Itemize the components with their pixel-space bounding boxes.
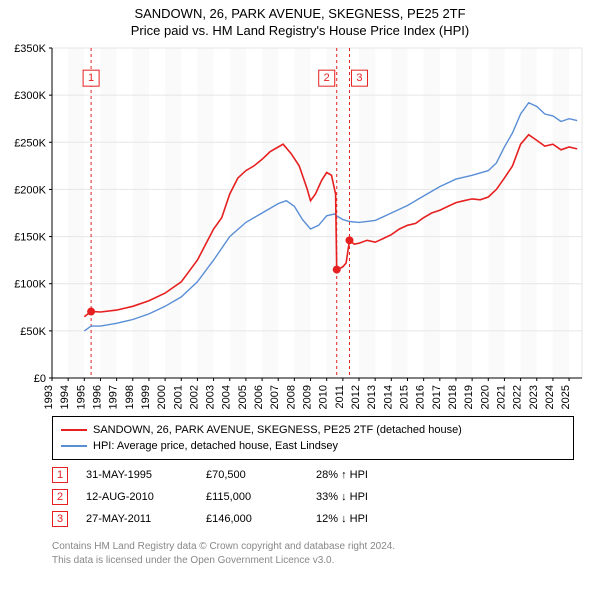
svg-text:2000: 2000 xyxy=(156,385,168,409)
svg-text:2007: 2007 xyxy=(269,385,281,409)
legend-item: SANDOWN, 26, PARK AVENUE, SKEGNESS, PE25… xyxy=(61,422,565,438)
sale-marker-badge: 1 xyxy=(52,467,68,483)
svg-text:2011: 2011 xyxy=(334,385,346,409)
sale-hpi-diff: 33% ↓ HPI xyxy=(316,491,426,503)
svg-text:£50K: £50K xyxy=(20,326,46,338)
legend-label: SANDOWN, 26, PARK AVENUE, SKEGNESS, PE25… xyxy=(93,424,462,436)
footnote-line: This data is licensed under the Open Gov… xyxy=(52,554,395,568)
svg-text:1997: 1997 xyxy=(108,385,120,409)
svg-text:£0: £0 xyxy=(34,373,46,385)
svg-text:2023: 2023 xyxy=(528,385,540,409)
svg-text:2013: 2013 xyxy=(366,385,378,409)
legend-swatch xyxy=(61,445,87,447)
svg-text:2024: 2024 xyxy=(544,385,556,409)
svg-text:2005: 2005 xyxy=(237,385,249,409)
svg-text:£200K: £200K xyxy=(14,184,46,196)
sale-row: 3 27-MAY-2011 £146,000 12% ↓ HPI xyxy=(52,508,426,530)
sale-hpi-diff: 28% ↑ HPI xyxy=(316,469,426,481)
svg-text:£150K: £150K xyxy=(14,232,46,244)
sales-table: 1 31-MAY-1995 £70,500 28% ↑ HPI 2 12-AUG… xyxy=(52,464,426,530)
sale-marker-badge: 2 xyxy=(52,489,68,505)
svg-text:2012: 2012 xyxy=(350,385,362,409)
svg-text:2019: 2019 xyxy=(463,385,475,409)
sale-price: £115,000 xyxy=(206,491,316,503)
svg-text:£100K: £100K xyxy=(14,279,46,291)
svg-text:2010: 2010 xyxy=(318,385,330,409)
svg-text:2025: 2025 xyxy=(560,385,572,409)
svg-text:2022: 2022 xyxy=(512,385,524,409)
footnote-line: Contains HM Land Registry data © Crown c… xyxy=(52,540,395,554)
svg-text:£250K: £250K xyxy=(14,137,46,149)
svg-text:2008: 2008 xyxy=(285,385,297,409)
svg-text:2: 2 xyxy=(324,72,330,84)
svg-text:£300K: £300K xyxy=(14,90,46,102)
svg-text:1995: 1995 xyxy=(75,385,87,409)
price-chart: £0 £50K £100K £150K £200K £250K £300K £350K 1993… xyxy=(0,0,600,410)
svg-text:2006: 2006 xyxy=(253,385,265,409)
svg-text:2015: 2015 xyxy=(398,385,410,409)
svg-text:1993: 1993 xyxy=(43,385,55,409)
svg-text:2014: 2014 xyxy=(382,385,394,409)
sale-price: £146,000 xyxy=(206,513,316,525)
svg-text:2020: 2020 xyxy=(479,385,491,409)
legend-swatch xyxy=(61,429,87,431)
svg-text:3: 3 xyxy=(356,72,362,84)
data-attribution: Contains HM Land Registry data © Crown c… xyxy=(52,540,395,567)
svg-text:2017: 2017 xyxy=(431,385,443,409)
sale-marker-badge: 3 xyxy=(52,511,68,527)
legend-label: HPI: Average price, detached house, East… xyxy=(93,440,338,452)
svg-text:2001: 2001 xyxy=(172,385,184,409)
legend-item: HPI: Average price, detached house, East… xyxy=(61,438,565,454)
svg-text:2016: 2016 xyxy=(415,385,427,409)
svg-text:2003: 2003 xyxy=(205,385,217,409)
svg-text:2004: 2004 xyxy=(221,385,233,409)
sale-row: 2 12-AUG-2010 £115,000 33% ↓ HPI xyxy=(52,486,426,508)
svg-text:1: 1 xyxy=(88,72,94,84)
legend: SANDOWN, 26, PARK AVENUE, SKEGNESS, PE25… xyxy=(52,416,574,460)
svg-text:2009: 2009 xyxy=(302,385,314,409)
svg-text:1998: 1998 xyxy=(124,385,136,409)
sale-row: 1 31-MAY-1995 £70,500 28% ↑ HPI xyxy=(52,464,426,486)
svg-text:1999: 1999 xyxy=(140,385,152,409)
sale-date: 12-AUG-2010 xyxy=(86,491,206,503)
svg-text:1994: 1994 xyxy=(59,385,71,409)
sale-date: 27-MAY-2011 xyxy=(86,513,206,525)
sale-hpi-diff: 12% ↓ HPI xyxy=(316,513,426,525)
sale-date: 31-MAY-1995 xyxy=(86,469,206,481)
svg-text:2021: 2021 xyxy=(495,385,507,409)
svg-text:2018: 2018 xyxy=(447,385,459,409)
svg-text:1996: 1996 xyxy=(91,385,103,409)
svg-text:2002: 2002 xyxy=(188,385,200,409)
sale-price: £70,500 xyxy=(206,469,316,481)
svg-text:£350K: £350K xyxy=(14,43,46,55)
